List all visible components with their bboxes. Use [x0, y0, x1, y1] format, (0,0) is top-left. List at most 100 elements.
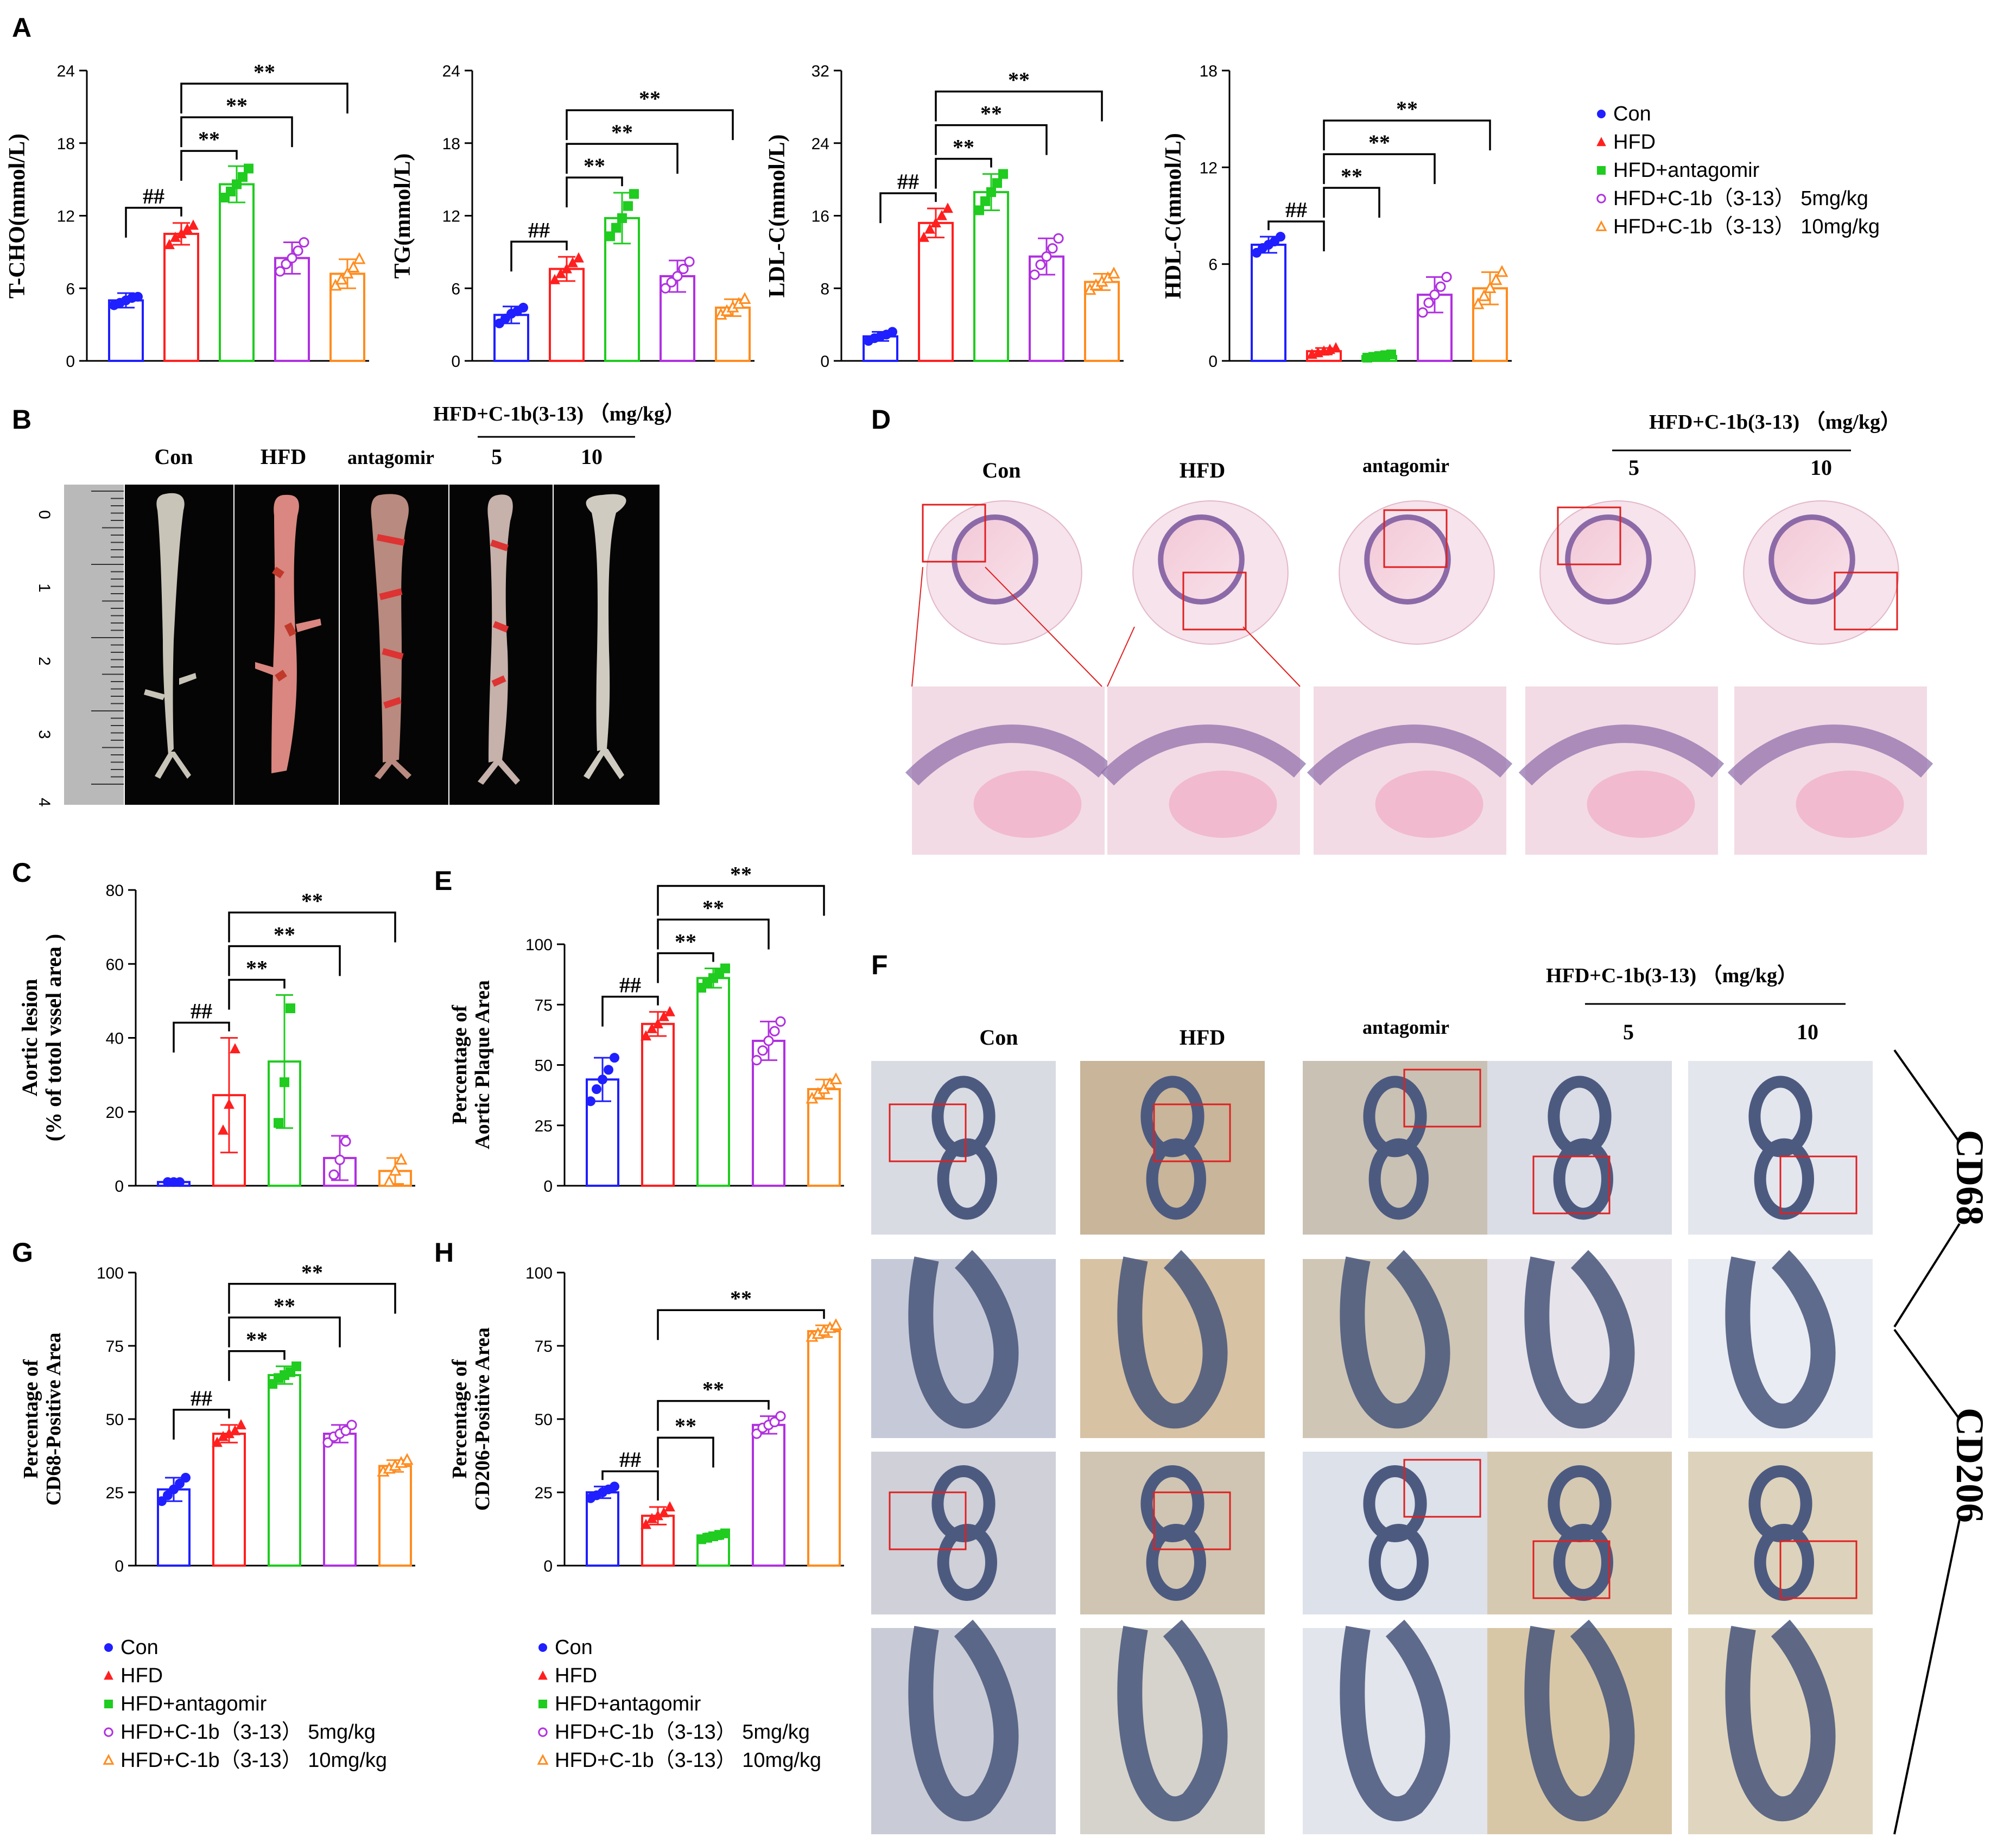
f-header-label: HFD+C-1b(3-13) （mg/kg） [1546, 964, 1798, 987]
ihc-vessel-upper [931, 1076, 996, 1158]
he-vessel [1364, 514, 1451, 605]
data-point [329, 278, 342, 291]
data-point [383, 1175, 396, 1187]
data-point [1495, 265, 1508, 277]
legend-entry: HFD+C-1b（3-13） 10mg/kg [1613, 215, 1880, 238]
sig-bracket [228, 1317, 341, 1347]
data-point [395, 1153, 408, 1165]
data-point [1417, 307, 1428, 318]
panel-letter-g: G [12, 1237, 33, 1268]
data-point [672, 271, 683, 282]
ihc-image [1080, 1250, 1265, 1438]
sig-label: ** [246, 1327, 268, 1352]
b-label-hfd: HFD [261, 444, 306, 469]
sig-bracket [180, 116, 293, 148]
sig-bracket [657, 952, 714, 983]
sig-label: ** [246, 956, 268, 980]
sig-label: ## [1285, 198, 1307, 222]
he-vessel-wall [1518, 724, 1725, 786]
data-point [918, 231, 929, 242]
data-point [335, 272, 348, 285]
he-bottom-row [905, 567, 1933, 855]
ihc-vessel-wall [1340, 1250, 1450, 1429]
bar [918, 221, 954, 362]
d-label-antagomir: antagomir [1362, 455, 1449, 476]
ihc-image [1487, 1619, 1672, 1834]
bar [807, 1088, 841, 1187]
sig-label: ** [301, 888, 323, 913]
b-header-label: HFD+C-1b(3-13) （mg/kg） [433, 403, 685, 425]
data-point [617, 213, 627, 223]
he-zoom-box [1383, 509, 1448, 568]
legend-entry: HFD+C-1b（3-13） 5mg/kg [555, 1721, 810, 1744]
data-point [658, 1507, 669, 1517]
he-zoom-box [1182, 571, 1247, 631]
panel-letter-a: A [12, 12, 31, 43]
ihc-vessel-upper [1140, 1076, 1204, 1158]
data-point [1047, 243, 1058, 254]
ihc-zoom-box [1532, 1540, 1611, 1599]
bar [549, 268, 585, 363]
legend-entry: HFD [121, 1664, 163, 1687]
data-point [188, 219, 199, 230]
bar [1251, 244, 1286, 362]
data-point [1489, 273, 1503, 285]
d-label-con: Con [982, 458, 1020, 482]
legend-entry: Con [555, 1636, 593, 1659]
ihc-image [1688, 1452, 1873, 1614]
he-vessel-wall [1307, 724, 1513, 786]
data-point [1472, 297, 1485, 309]
y-tick-label: 18 [442, 135, 460, 153]
ihc-image [1487, 1061, 1672, 1235]
data-point [169, 1484, 179, 1495]
data-point [573, 252, 584, 263]
ihc-vessel-upper [1140, 1465, 1204, 1542]
data-point [163, 1490, 173, 1500]
data-point [775, 1411, 786, 1422]
panel-b-photos: HFD+C-1b(3-13) （mg/kg） Con HFD antagomir… [35, 403, 685, 807]
data-point [322, 1437, 333, 1448]
data-point [275, 266, 286, 277]
data-point [230, 1425, 240, 1435]
data-point [592, 1084, 601, 1094]
ihc-vessel-upper [1363, 1465, 1427, 1542]
sig-label: ## [143, 184, 164, 208]
data-point [280, 1077, 289, 1088]
data-point [586, 1096, 595, 1107]
sig-label: ** [198, 127, 220, 151]
d-header-label: HFD+C-1b(3-13) （mg/kg） [1649, 411, 1901, 434]
legend-marker [104, 1670, 113, 1680]
ruler-label-2: 2 [35, 657, 53, 666]
y-tick-label: 75 [106, 1338, 124, 1356]
y-tick-label: 0 [115, 1178, 124, 1196]
f-label-antagomir: antagomir [1362, 1016, 1449, 1038]
data-point [610, 1481, 619, 1492]
he-plaque [1587, 771, 1695, 838]
sig-label: ** [253, 60, 275, 84]
sig-bracket [228, 1283, 396, 1314]
sig-bracket [228, 1350, 286, 1381]
data-point [175, 1478, 185, 1489]
he-vessel [1158, 514, 1245, 605]
data-point [646, 1022, 657, 1033]
panel-letter-b: B [12, 404, 31, 435]
legend-marker [537, 1753, 549, 1765]
y-axis-label: (% of totol vssel area ) [41, 934, 66, 1142]
bar [696, 977, 730, 1187]
data-point [992, 178, 1002, 188]
data-point [769, 1026, 780, 1037]
ihc-vessel-lower [1553, 1524, 1614, 1601]
sig-bracket [1323, 119, 1491, 151]
cd206-bracket [1893, 1328, 1961, 1835]
sig-label: ** [301, 1260, 323, 1285]
y-tick-label: 50 [106, 1411, 124, 1429]
data-point [299, 237, 309, 248]
data-point [738, 292, 751, 304]
legend-entry: HFD+C-1b（3-13） 5mg/kg [1613, 187, 1868, 210]
sig-bracket [657, 918, 770, 950]
sig-label: ** [1008, 68, 1030, 92]
legend-entry: Con [1613, 103, 1651, 125]
data-point [775, 1016, 786, 1027]
